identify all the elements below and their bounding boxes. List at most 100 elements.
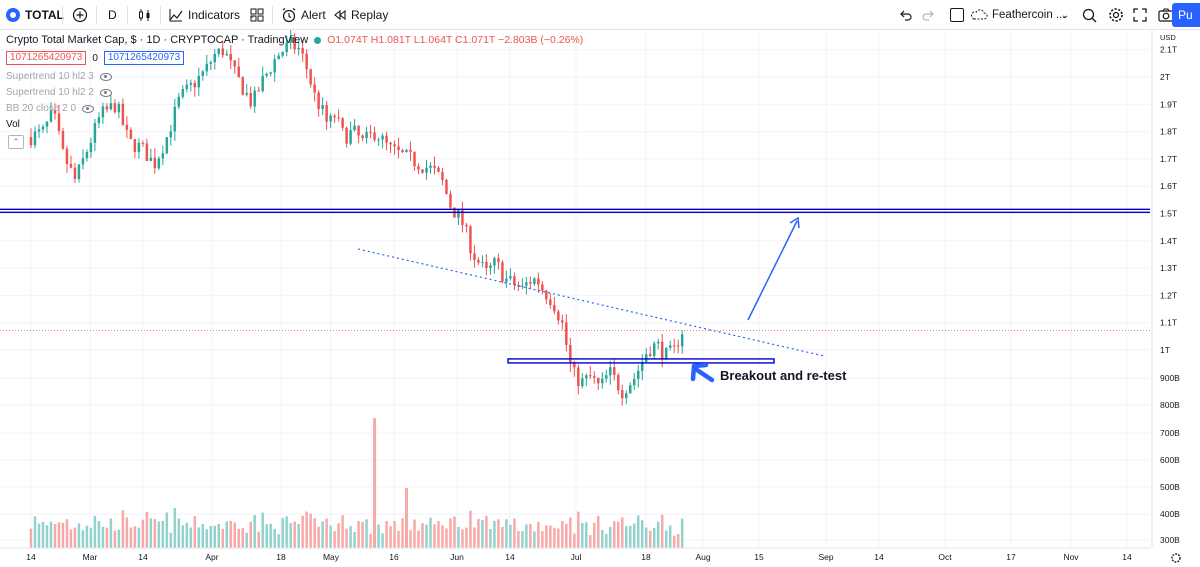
compare-button[interactable] xyxy=(72,0,88,30)
replay-button[interactable]: Replay xyxy=(333,0,388,30)
volume-bar xyxy=(437,521,440,548)
interval-button[interactable]: D xyxy=(108,0,117,30)
search-button[interactable] xyxy=(1082,0,1097,30)
layout-chevron-icon[interactable]: ⌄ xyxy=(1061,9,1070,21)
price-chart[interactable]: Breakout and re-test 2.1T 2T 1.9T 1.8T 1.7T 1… xyxy=(0,30,1200,567)
eye-icon[interactable] xyxy=(82,104,95,113)
volume-bar xyxy=(189,527,193,548)
candle-body xyxy=(437,167,440,172)
candle-body xyxy=(413,151,416,167)
candle-body xyxy=(517,284,520,287)
indicator-row[interactable]: Supertrend 10 hl2 2 xyxy=(6,87,112,98)
candle-body xyxy=(557,311,560,321)
volume-bar xyxy=(89,527,93,548)
fullscreen-button[interactable] xyxy=(1133,0,1147,30)
bid-price-box[interactable]: 1071265420973 xyxy=(6,51,87,65)
candle-body xyxy=(97,117,101,124)
volume-bar xyxy=(77,523,81,548)
select-all-checkbox[interactable] xyxy=(950,0,964,30)
candle-body xyxy=(181,89,185,97)
candle-body xyxy=(648,354,652,357)
indicators-button[interactable]: Indicators ⌄ xyxy=(168,0,256,30)
candle-body xyxy=(429,165,432,168)
layout-button[interactable] xyxy=(250,0,264,30)
candle-body xyxy=(141,142,145,144)
collapse-legend-button[interactable]: ⌃ xyxy=(8,135,24,149)
candle-body xyxy=(301,48,304,54)
publish-button[interactable]: Pu xyxy=(1172,3,1200,27)
indicator-row[interactable]: Supertrend 10 hl2 3 xyxy=(6,71,112,82)
candle-body xyxy=(65,148,69,164)
volume-bar xyxy=(185,522,189,548)
layout-selector[interactable]: Feathercoin ... xyxy=(970,5,1080,25)
candle-body xyxy=(345,127,348,144)
settings-button[interactable] xyxy=(1108,0,1124,30)
candle-body xyxy=(137,142,141,153)
chart-grid xyxy=(0,30,1150,548)
candle-body xyxy=(153,157,157,169)
volume-bar xyxy=(37,523,41,548)
indicator-label: BB 20 close 2 0 xyxy=(6,103,77,114)
candle-body xyxy=(433,165,436,168)
legend-title[interactable]: Crypto Total Market Cap, $ · 1D · CRYPTO… xyxy=(6,34,309,46)
indicator-row[interactable]: Vol xyxy=(6,119,20,130)
candle-body xyxy=(501,262,504,282)
indicator-row[interactable]: BB 20 close 2 0 xyxy=(6,103,95,114)
volume-bar xyxy=(129,527,133,548)
volume-bar xyxy=(557,528,560,548)
axis-settings-icon xyxy=(1171,553,1181,563)
volume-bar xyxy=(117,529,121,548)
toolbar-divider xyxy=(62,6,63,24)
volume-bar xyxy=(197,527,201,548)
candle-body xyxy=(129,129,133,140)
cloud-icon xyxy=(971,9,988,20)
indicator-label: Supertrend 10 hl2 2 xyxy=(6,87,94,98)
volume-bar xyxy=(277,534,280,548)
candle-body xyxy=(676,345,680,347)
y-tick-label: 1.8T xyxy=(1160,127,1177,137)
volume-bar xyxy=(305,511,308,548)
candle-body xyxy=(593,376,596,378)
volume-bar xyxy=(640,520,644,548)
chevron-down-icon[interactable]: ⌄ xyxy=(248,9,257,21)
candle-body xyxy=(644,354,648,362)
candle-body xyxy=(49,109,53,122)
volume-bar xyxy=(81,530,85,548)
indicators-icon xyxy=(169,9,183,22)
symbol-search[interactable]: TOTAL xyxy=(6,0,64,30)
redo-button[interactable] xyxy=(922,0,936,30)
volume-bar xyxy=(329,525,332,548)
volume-bar xyxy=(301,515,304,548)
alert-button[interactable]: Alert xyxy=(281,0,326,30)
eye-icon[interactable] xyxy=(99,88,112,97)
volume-bar xyxy=(648,530,652,548)
candle-body xyxy=(237,66,240,78)
candle-body xyxy=(145,143,149,161)
volume-bar xyxy=(265,524,268,548)
candle-body xyxy=(353,125,356,131)
candle-body xyxy=(349,130,352,144)
ask-price-box[interactable]: 1071265420973 xyxy=(103,51,185,65)
x-tick-label: Nov xyxy=(1063,552,1079,562)
volume-bar xyxy=(157,521,161,548)
volume-bar xyxy=(393,520,396,548)
candle-body xyxy=(281,52,284,56)
redo-icon xyxy=(922,10,934,21)
volume-bar xyxy=(625,526,628,548)
y-tick-label: 800B xyxy=(1160,400,1180,410)
candle-body xyxy=(405,149,408,152)
volume-bar xyxy=(93,515,97,548)
undo-button[interactable] xyxy=(898,0,912,30)
volume-bar xyxy=(664,530,668,548)
candle-body xyxy=(213,53,217,63)
candle-body xyxy=(193,82,197,88)
bar-style-button[interactable] xyxy=(137,0,153,30)
volume-bar xyxy=(289,523,292,548)
volume-bar xyxy=(325,518,328,548)
volume-bar xyxy=(221,528,224,548)
eye-icon[interactable] xyxy=(99,72,112,81)
breakout-level-box xyxy=(507,358,775,364)
candle-body xyxy=(85,152,89,159)
candle-body xyxy=(77,164,81,180)
candle-body xyxy=(553,304,556,312)
